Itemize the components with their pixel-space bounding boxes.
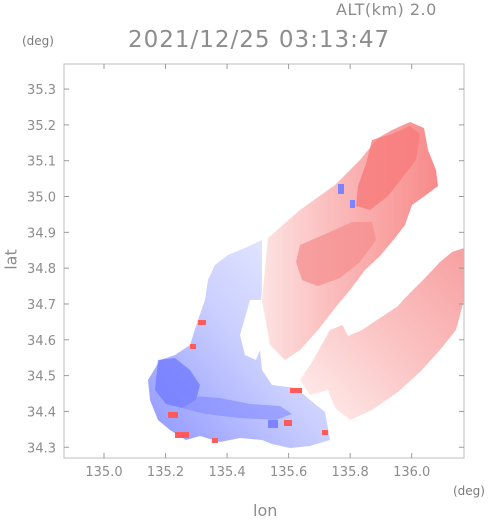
x-tick-label: 135.0	[85, 465, 122, 480]
strong-approaching-core	[155, 358, 200, 408]
x-tick-label: 135.8	[332, 465, 369, 480]
x-axis-unit: (deg)	[453, 484, 485, 498]
y-tick-label: 35.1	[27, 155, 56, 170]
echo-gap	[340, 278, 410, 336]
y-tick-label: 34.5	[27, 370, 56, 385]
x-tick-label: 135.6	[270, 465, 307, 480]
timestamp: 2021/12/25 03:13:47	[128, 27, 391, 53]
plot-frame	[63, 63, 465, 459]
approaching-streak	[180, 395, 292, 420]
x-tick-label: 135.4	[208, 465, 245, 480]
x-tick-label: 136.0	[393, 465, 430, 480]
strong-receding-band	[296, 222, 376, 286]
y-tick-label: 35.2	[27, 119, 56, 134]
receding-echo-east	[300, 248, 464, 420]
y-axis-unit: (deg)	[22, 34, 54, 48]
y-tick-label: 34.3	[27, 441, 56, 456]
y-tick-label: 34.4	[27, 405, 56, 420]
echo-clear-zone	[240, 300, 262, 360]
altitude-label: ALT(km) 2.0	[336, 0, 437, 19]
y-tick-label: 34.8	[27, 262, 56, 277]
y-tick-label: 34.9	[27, 226, 56, 241]
y-tick-label: 35.0	[27, 191, 56, 206]
y-tick-label: 34.6	[27, 334, 56, 349]
x-tick-label: 135.2	[147, 465, 184, 480]
radar-echo-field	[148, 122, 464, 448]
axis-ticks: 135.0 135.2 135.4 135.6 135.8 136.0 34.3 34.4 34…	[27, 64, 464, 480]
noise-speckles	[168, 320, 328, 443]
y-tick-label: 35.3	[27, 83, 56, 98]
strong-receding-core	[356, 126, 420, 210]
y-tick-label: 34.7	[27, 298, 56, 313]
blue-speckles	[268, 184, 355, 428]
x-axis-label: lon	[253, 501, 278, 520]
